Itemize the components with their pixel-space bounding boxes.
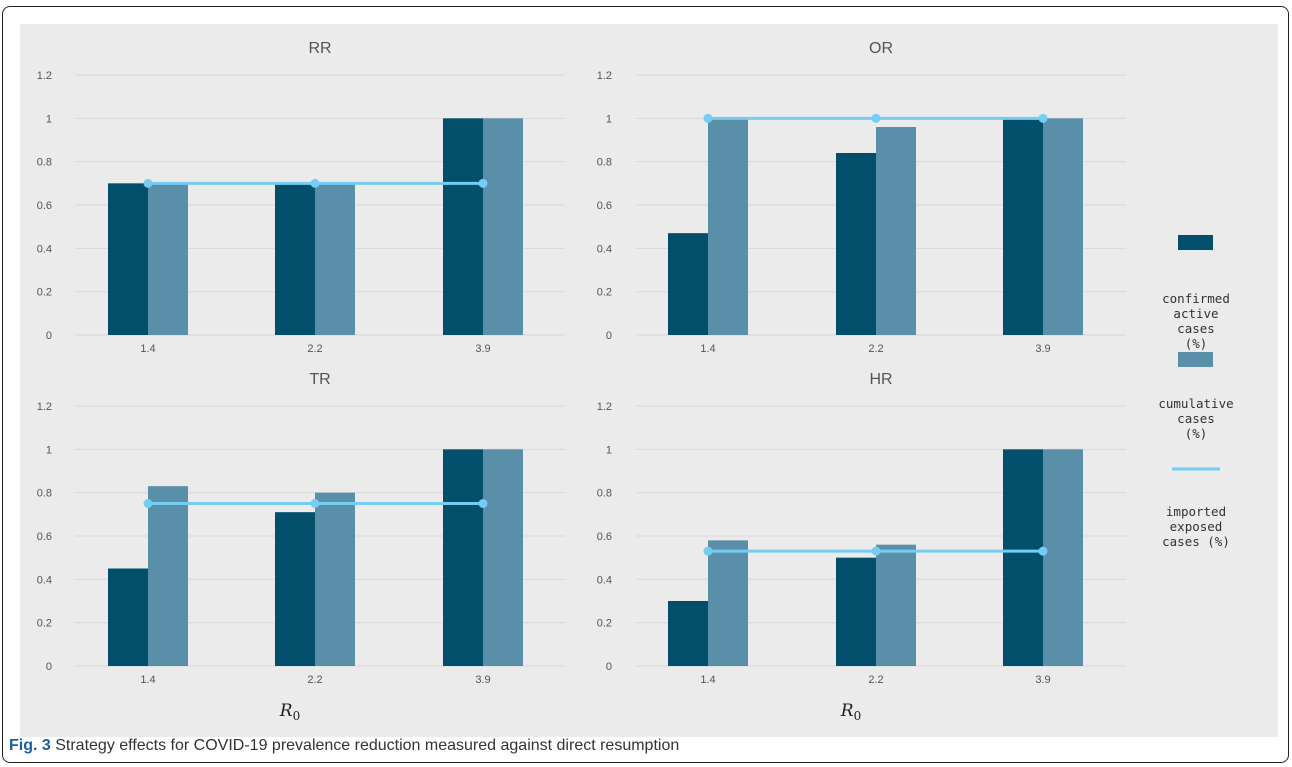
y-tick-label: 0.6 [37, 531, 52, 543]
bar-cumulative [148, 183, 188, 335]
point-imported [871, 546, 881, 556]
bar-confirmed [443, 449, 483, 666]
y-tick-label: 1 [46, 444, 52, 456]
y-tick-label: 0.4 [597, 243, 612, 255]
y-tick-label: 0.8 [597, 488, 612, 500]
point-imported [703, 113, 713, 123]
caption-label: Fig. 3 [9, 737, 51, 754]
point-imported [143, 178, 153, 188]
panel-title: HR [869, 371, 892, 388]
bar-cumulative [1043, 118, 1083, 335]
point-imported [871, 113, 881, 123]
legend-label-cumulative: cumulative cases (%) [1158, 396, 1234, 441]
bar-confirmed [668, 601, 708, 666]
legend-label-confirmed: confirmed active cases (%) [1162, 291, 1230, 351]
x-tick-label: 3.9 [1035, 674, 1050, 686]
x-tick-label: 2.2 [307, 674, 322, 686]
y-tick-label: 1.2 [597, 70, 612, 82]
x-tick-label: 1.4 [700, 674, 715, 686]
x-tick-label: 2.2 [868, 343, 883, 355]
panel-hr: HR 0 0.2 0.4 0.6 0.8 1 1.2 1.4 2.2 3.9 R0 [597, 371, 1126, 723]
point-imported [703, 546, 713, 556]
bar-confirmed [1003, 118, 1043, 335]
bar-cumulative [1043, 449, 1083, 666]
y-tick-label: 0.6 [37, 200, 52, 212]
x-axis-label: R0 [279, 701, 300, 723]
y-tick-label: 0.2 [37, 287, 52, 299]
point-imported [1038, 113, 1048, 123]
y-tick-label: 0.2 [37, 618, 52, 630]
x-tick-label: 1.4 [700, 343, 715, 355]
bar-cumulative [483, 118, 523, 335]
y-tick-label: 1.2 [37, 70, 52, 82]
panel-rr: RR 0 0.2 0.4 0.6 0.8 1 1.2 1.4 2.2 3.9 [37, 40, 565, 355]
y-tick-label: 0.8 [597, 157, 612, 169]
legend-swatch-confirmed [1178, 235, 1213, 250]
x-tick-label: 1.4 [140, 343, 155, 355]
x-tick-label: 1.4 [140, 674, 155, 686]
point-imported [310, 499, 320, 508]
y-tick-label: 0 [606, 661, 612, 673]
bar-confirmed [836, 557, 876, 666]
y-tick-label: 0 [46, 330, 52, 342]
y-tick-label: 0.8 [37, 157, 52, 169]
bar-confirmed [108, 183, 148, 335]
point-imported [143, 499, 153, 508]
panel-or: OR 0 0.2 0.4 0.6 0.8 1 1.2 1.4 2.2 3.9 [597, 40, 1126, 355]
y-tick-label: 0 [606, 330, 612, 342]
x-axis-label: R0 [840, 701, 861, 723]
panel-title: RR [308, 40, 331, 57]
y-tick-label: 1.2 [37, 401, 52, 413]
caption-text: Strategy effects for COVID-19 prevalence… [55, 737, 680, 754]
x-tick-label: 3.9 [1035, 343, 1050, 355]
bar-cumulative [315, 492, 355, 666]
bar-cumulative [876, 127, 916, 335]
y-tick-label: 0.6 [597, 200, 612, 212]
bar-confirmed [1003, 449, 1043, 666]
x-tick-label: 2.2 [307, 343, 322, 355]
bar-cumulative [708, 118, 748, 335]
panel-title: TR [309, 371, 330, 388]
panel-title: OR [869, 40, 893, 57]
y-tick-label: 1 [46, 113, 52, 125]
legend-swatch-cumulative [1178, 352, 1213, 367]
bar-confirmed [443, 118, 483, 335]
bar-cumulative [315, 183, 355, 335]
bar-confirmed [836, 153, 876, 335]
y-tick-label: 1 [606, 113, 612, 125]
x-tick-label: 3.9 [475, 343, 490, 355]
point-imported [310, 178, 320, 188]
panel-tr: TR 0 0.2 0.4 0.6 0.8 1 1.2 1.4 2.2 3.9 R0 [37, 371, 565, 723]
y-tick-label: 0.2 [597, 287, 612, 299]
bar-cumulative [708, 540, 748, 666]
y-tick-label: 0.4 [597, 574, 612, 586]
bar-cumulative [148, 486, 188, 666]
y-tick-label: 0.4 [37, 243, 52, 255]
point-imported [1038, 546, 1048, 556]
bar-confirmed [275, 512, 315, 666]
y-tick-label: 0.2 [597, 618, 612, 630]
y-tick-label: 0.4 [37, 574, 52, 586]
legend-label-imported: imported exposed cases (%) [1162, 504, 1230, 549]
x-tick-label: 2.2 [868, 674, 883, 686]
y-tick-label: 0.6 [597, 531, 612, 543]
bar-confirmed [275, 183, 315, 335]
x-tick-label: 3.9 [475, 674, 490, 686]
point-imported [478, 499, 488, 508]
figure-caption: Fig. 3 Strategy effects for COVID-19 pre… [9, 737, 679, 755]
bar-confirmed [668, 233, 708, 335]
y-tick-label: 1 [606, 444, 612, 456]
y-tick-label: 0 [46, 661, 52, 673]
bar-cumulative [876, 544, 916, 666]
bar-confirmed [108, 568, 148, 666]
point-imported [478, 178, 488, 188]
bar-cumulative [483, 449, 523, 666]
y-tick-label: 0.8 [37, 488, 52, 500]
y-tick-label: 1.2 [597, 401, 612, 413]
